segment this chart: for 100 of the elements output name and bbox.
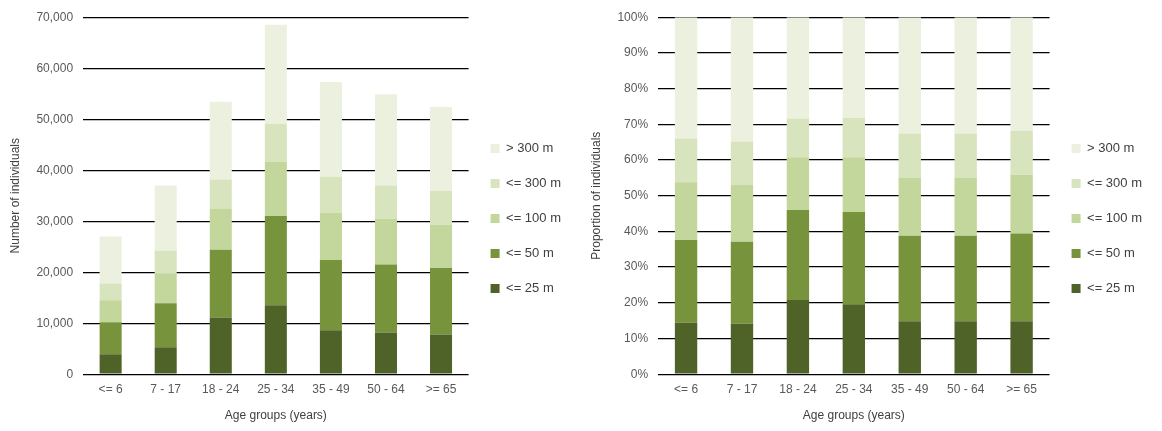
x-tick-label: 18 - 24 — [779, 381, 817, 396]
bar — [430, 224, 453, 269]
bar — [1010, 321, 1033, 374]
bar — [730, 141, 754, 185]
bar — [1010, 233, 1033, 322]
bar — [209, 208, 232, 250]
bar — [99, 322, 122, 355]
legend-label: <= 50 m — [506, 245, 554, 261]
bar — [898, 17, 921, 134]
y-tick-label: 50,000 — [36, 111, 74, 126]
y-tick-label: 20,000 — [36, 264, 74, 279]
bar — [319, 213, 342, 260]
bar — [842, 117, 866, 158]
bar — [430, 191, 453, 225]
bar — [374, 94, 397, 186]
bar — [730, 17, 754, 142]
bar — [674, 182, 698, 240]
bar — [898, 321, 921, 374]
bar — [786, 118, 810, 158]
legend-label: <= 300 m — [1087, 175, 1143, 191]
bar — [842, 17, 866, 118]
bar — [319, 330, 342, 374]
bar — [209, 249, 232, 318]
bar — [730, 184, 754, 242]
legend-label: <= 50 m — [1087, 245, 1135, 261]
y-tick-label: 90% — [624, 45, 649, 60]
bar — [209, 101, 232, 180]
y-tick-label: 80% — [624, 80, 649, 95]
y-tick-label: 40% — [624, 223, 649, 238]
y-tick-label: 10,000 — [36, 315, 74, 330]
x-tick-label: >= 65 — [425, 381, 457, 396]
legend-label: > 300 m — [506, 140, 554, 156]
y-tick-label: 60% — [624, 152, 649, 167]
bar — [954, 133, 977, 178]
bar — [374, 185, 397, 219]
y-axis-title: Proportion of individuals — [588, 131, 603, 260]
y-tick-label: 20% — [624, 295, 649, 310]
bar — [674, 17, 698, 139]
bar — [99, 300, 122, 323]
bar — [374, 332, 397, 374]
x-tick-label: 50 - 64 — [367, 381, 405, 396]
x-tick-label: 25 - 34 — [835, 381, 873, 396]
bar — [1010, 17, 1033, 132]
bar — [430, 334, 453, 374]
x-tick-label: 7 - 17 — [150, 381, 182, 396]
y-tick-label: 50% — [624, 188, 649, 203]
bar — [786, 17, 810, 119]
bar — [264, 123, 287, 163]
bar — [842, 212, 866, 305]
bar — [209, 317, 232, 374]
bar — [154, 185, 177, 251]
legend-label: <= 25 m — [506, 280, 554, 296]
bar — [319, 176, 342, 214]
bar — [374, 218, 397, 265]
bar — [954, 235, 977, 322]
bar — [99, 354, 122, 374]
bar — [154, 303, 177, 348]
y-tick-label: 40,000 — [36, 162, 74, 177]
x-tick-label: <= 6 — [674, 381, 699, 396]
bar — [1010, 174, 1033, 234]
bar — [786, 299, 810, 374]
bar — [264, 162, 287, 217]
y-tick-label: 70,000 — [36, 9, 74, 24]
x-axis-title: Age groups (years) — [802, 408, 905, 423]
bar — [1010, 131, 1033, 175]
x-tick-label: 25 - 34 — [257, 381, 295, 396]
bar — [674, 322, 698, 374]
legend-label: <= 100 m — [1087, 210, 1143, 226]
bar — [954, 321, 977, 374]
x-tick-label: 35 - 49 — [312, 381, 350, 396]
x-tick-label: 35 - 49 — [891, 381, 929, 396]
y-axis-title: Number of individuals — [7, 138, 22, 254]
y-tick-label: 0% — [630, 366, 649, 381]
bar — [674, 239, 698, 323]
bar — [154, 347, 177, 374]
bar — [319, 259, 342, 331]
bar — [264, 216, 287, 306]
legend-label: <= 25 m — [1087, 280, 1135, 296]
bar — [430, 268, 453, 335]
bar — [786, 209, 810, 300]
y-tick-label: 10% — [624, 330, 649, 345]
x-tick-label: 18 - 24 — [202, 381, 240, 396]
bar — [786, 157, 810, 210]
y-tick-label: 30% — [624, 259, 649, 274]
bar — [898, 133, 921, 178]
bar — [154, 250, 177, 274]
bar — [730, 241, 754, 324]
bar — [264, 24, 287, 124]
y-tick-label: 60,000 — [36, 60, 74, 75]
bar — [954, 17, 977, 134]
x-tick-label: >= 65 — [1006, 381, 1038, 396]
bar — [842, 304, 866, 374]
bar — [898, 235, 921, 322]
x-tick-label: <= 6 — [98, 381, 123, 396]
bar — [209, 179, 232, 209]
bar — [264, 305, 287, 374]
legend-label: > 300 m — [1087, 140, 1135, 156]
bar — [154, 273, 177, 304]
bar — [374, 264, 397, 333]
legend-label: <= 300 m — [506, 175, 562, 191]
